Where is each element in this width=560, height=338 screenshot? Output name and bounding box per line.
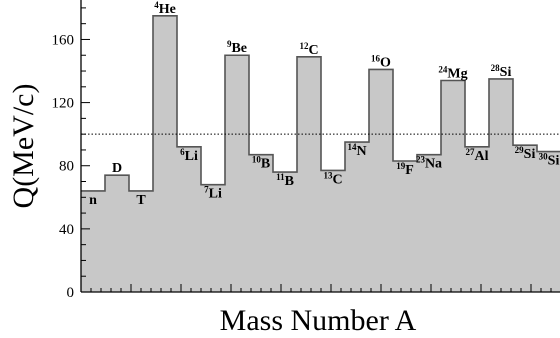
y-axis-title: Q(MeV/c) (7, 84, 40, 209)
bar-19 (537, 151, 560, 292)
bar-4 (177, 146, 201, 292)
nuclide-label: 4He (154, 0, 176, 17)
bar-8 (273, 172, 297, 292)
bar-5 (201, 184, 225, 292)
bar-14 (417, 154, 441, 292)
bar-16 (465, 146, 489, 292)
nuclide-label: T (136, 193, 146, 208)
nuclide-label: D (112, 161, 122, 176)
bar-7 (249, 154, 273, 292)
nuclide-label: 24Mg (438, 64, 467, 81)
nuclide-label: 13C (323, 170, 342, 187)
nuclide-label: 19F (396, 161, 414, 178)
bar-outline (81, 14, 560, 192)
nuclide-label: 6Li (180, 147, 198, 164)
bar-10 (321, 170, 345, 292)
bar-6 (225, 55, 249, 293)
bar-3 (153, 15, 177, 293)
bar-18 (513, 145, 537, 292)
x-axis-title: Mass Number A (220, 304, 417, 337)
bar-12 (369, 69, 393, 293)
y-tick-label: 160 (52, 32, 75, 48)
nuclide-label: 16O (371, 53, 391, 70)
nuclide-label: 29Si (515, 145, 536, 162)
bar-13 (393, 160, 417, 292)
nuclide-label: 27Al (466, 147, 489, 164)
nuclide-label: 14N (347, 142, 366, 159)
nuclide-label: 23Na (416, 155, 442, 172)
y-tick-label: 120 (52, 96, 75, 112)
labels-layer: n D T 4He 6Li 7Li 9Be 10B 11B 12C 13C 14N 16O 19F23Na… (89, 0, 560, 208)
y-tick-label: 80 (59, 159, 74, 175)
bar-1 (105, 175, 129, 292)
bar-2 (129, 190, 153, 292)
y-tick-label: 40 (59, 222, 74, 238)
nuclide-label: 7Li (204, 185, 222, 202)
nuclide-label: 30Si (539, 152, 560, 169)
bar-0 (81, 190, 105, 292)
axes-layer: 0 40 80 120 160 (52, 0, 560, 301)
y-tick-label: 0 (67, 285, 75, 301)
bar-11 (345, 142, 369, 292)
bars-layer (81, 14, 560, 293)
nuclide-label: 12C (299, 41, 318, 58)
bar-9 (297, 56, 321, 292)
nuclide-label: 10B (252, 155, 270, 172)
nuclide-label: 28Si (491, 63, 512, 80)
bar-17 (489, 78, 513, 293)
nuclide-label: 11B (276, 172, 294, 189)
bar-15 (441, 80, 465, 292)
nuclide-label: 9Be (227, 39, 247, 56)
nuclide-label: n (89, 193, 97, 208)
